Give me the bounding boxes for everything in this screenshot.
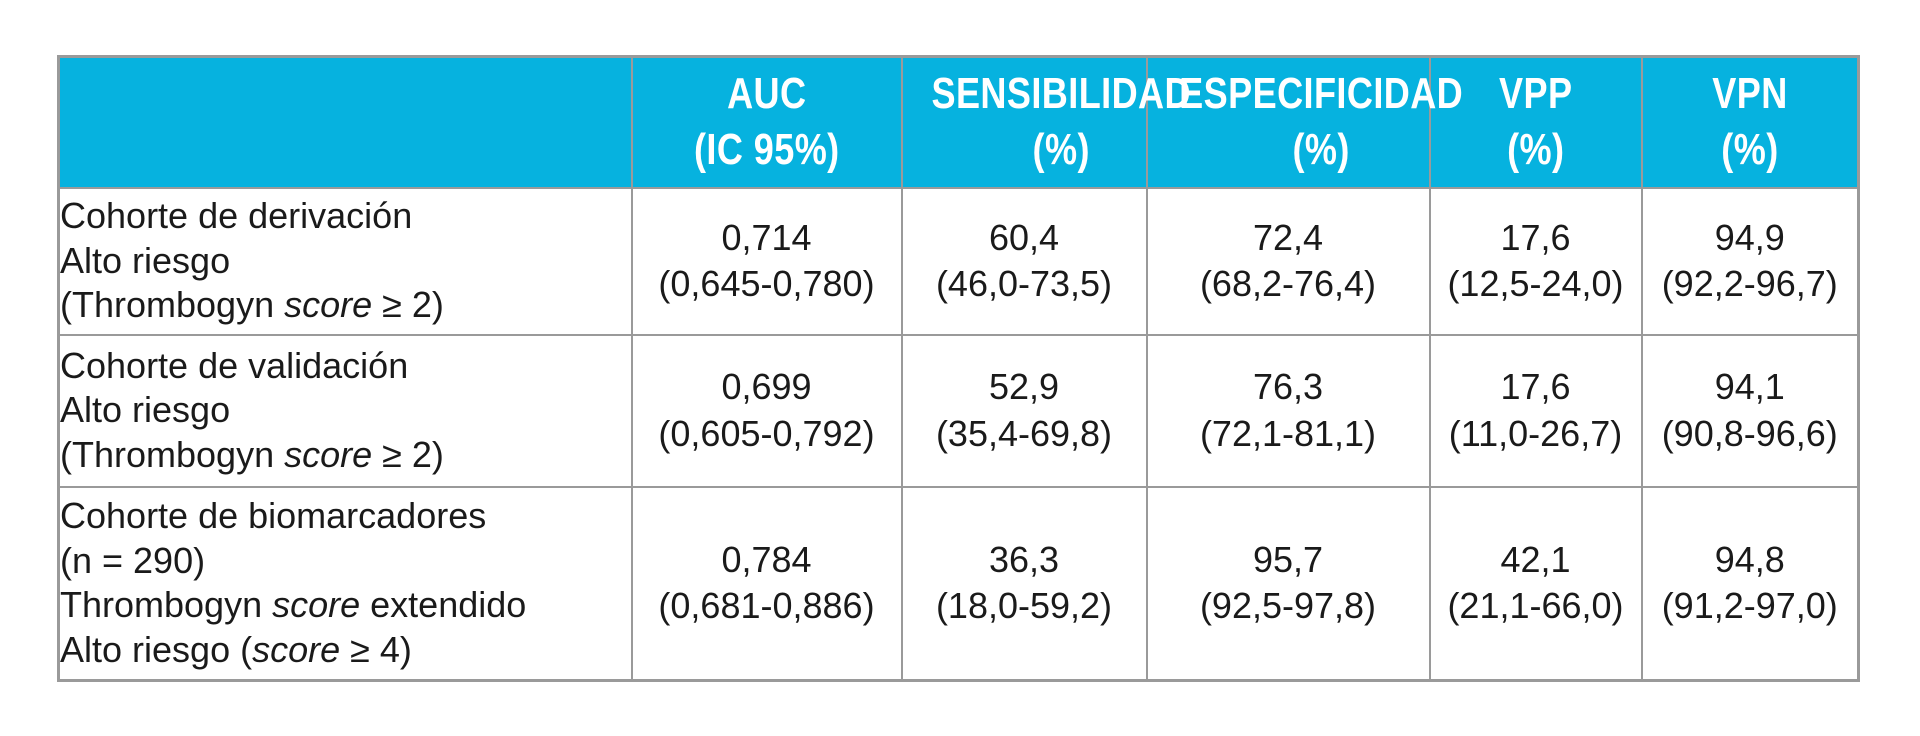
stat-cell: 94,8 (91,2-97,0) xyxy=(1640,485,1860,682)
point-estimate: 60,4 xyxy=(988,216,1060,258)
stat-cell: 0,714 (0,645-0,780) xyxy=(630,186,903,336)
column-header-especificidad-line2: (%) xyxy=(1291,125,1350,175)
row-label-line: (Thrombogyn score ≥ 2) xyxy=(60,284,444,326)
row-label-line: Thrombogyn score extendido xyxy=(60,584,527,626)
confidence-interval: (21,1-66,0) xyxy=(1447,585,1624,627)
header-row: AUC (IC 95%) SENSIBILIDAD (%) ESPECIFICI… xyxy=(57,55,1860,189)
point-estimate: 95,7 xyxy=(1252,539,1324,581)
column-header-vpp-line2: (%) xyxy=(1506,125,1565,175)
stat-cell: 76,3 (72,1-81,1) xyxy=(1145,333,1431,488)
point-estimate: 94,8 xyxy=(1714,539,1785,581)
confidence-interval: (90,8-96,6) xyxy=(1661,412,1838,454)
point-estimate: 94,1 xyxy=(1714,366,1785,408)
row-label: Cohorte de derivación Alto riesgo (Thrombo… xyxy=(57,186,633,336)
confidence-interval: (46,0-73,5) xyxy=(935,263,1113,304)
point-estimate: 0,699 xyxy=(721,366,812,408)
confidence-interval: (0,681-0,886) xyxy=(658,585,875,627)
column-header-vpp-line1: VPP xyxy=(1498,68,1573,118)
point-estimate: 17,6 xyxy=(1500,366,1571,408)
diagnostic-performance-table: AUC (IC 95%) SENSIBILIDAD (%) ESPECIFICI… xyxy=(57,55,1860,682)
row-label-line: (Thrombogyn score ≥ 2) xyxy=(60,433,444,475)
confidence-interval: (0,605-0,792) xyxy=(658,412,875,454)
row-label-line: Cohorte de biomarcadores xyxy=(60,495,487,536)
column-header-especificidad: ESPECIFICIDAD (%) xyxy=(1145,55,1462,189)
column-header-vpn: VPN (%) xyxy=(1640,55,1860,189)
table-row: Cohorte de derivación Alto riesgo (Thrombo… xyxy=(57,186,1860,336)
confidence-interval: (72,1-81,1) xyxy=(1199,412,1377,454)
confidence-interval: (68,2-76,4) xyxy=(1199,263,1377,304)
stat-cell: 72,4 (68,2-76,4) xyxy=(1145,186,1431,336)
results-table-container: AUC (IC 95%) SENSIBILIDAD (%) ESPECIFICI… xyxy=(57,55,1860,682)
column-header-vpn-line1: VPN xyxy=(1712,68,1788,118)
table-body: Cohorte de derivación Alto riesgo (Thrombo… xyxy=(57,186,1860,682)
stat-cell: 94,9 (92,2-96,7) xyxy=(1640,186,1860,336)
confidence-interval: (92,2-96,7) xyxy=(1661,263,1838,304)
stat-cell: 95,7 (92,5-97,8) xyxy=(1145,485,1431,682)
stat-cell: 94,1 (90,8-96,6) xyxy=(1640,333,1860,488)
stat-cell: 60,4 (46,0-73,5) xyxy=(900,186,1148,336)
stat-cell: 0,699 (0,605-0,792) xyxy=(630,333,903,488)
confidence-interval: (18,0-59,2) xyxy=(935,585,1113,627)
table-header: AUC (IC 95%) SENSIBILIDAD (%) ESPECIFICI… xyxy=(57,55,1860,189)
table-row: Cohorte de validación Alto riesgo (Thrombo… xyxy=(57,333,1860,488)
row-label: Cohorte de validación Alto riesgo (Thrombo… xyxy=(57,333,633,488)
confidence-interval: (92,5-97,8) xyxy=(1199,585,1377,627)
row-label-line: Cohorte de validación xyxy=(60,344,409,386)
row-label: Cohorte de biomarcadores (n = 290) Thrombo… xyxy=(57,485,633,682)
confidence-interval: (0,645-0,780) xyxy=(658,263,875,304)
confidence-interval: (35,4-69,8) xyxy=(935,412,1113,454)
point-estimate: 36,3 xyxy=(988,539,1060,581)
stat-cell: 52,9 (35,4-69,8) xyxy=(900,333,1148,488)
point-estimate: 0,784 xyxy=(721,539,812,581)
point-estimate: 42,1 xyxy=(1500,539,1571,581)
row-label-line: Alto riesgo xyxy=(60,239,231,281)
table-row: Cohorte de biomarcadores (n = 290) Thrombo… xyxy=(57,485,1860,682)
column-header-sensibilidad-line2: (%) xyxy=(1032,125,1090,175)
point-estimate: 72,4 xyxy=(1252,216,1324,258)
column-header-sensibilidad-line1: SENSIBILIDAD xyxy=(930,68,1191,118)
column-header-especificidad-line1: ESPECIFICIDAD xyxy=(1178,68,1463,118)
point-estimate: 94,9 xyxy=(1714,216,1785,258)
stat-cell: 0,784 (0,681-0,886) xyxy=(630,485,903,682)
row-label-line: Alto riesgo (score ≥ 4) xyxy=(60,628,412,670)
point-estimate: 76,3 xyxy=(1252,366,1324,408)
column-header-auc-line2: (IC 95%) xyxy=(693,125,840,175)
column-header-auc: AUC (IC 95%) xyxy=(630,55,903,189)
stat-cell: 36,3 (18,0-59,2) xyxy=(900,485,1148,682)
confidence-interval: (11,0-26,7) xyxy=(1448,412,1623,454)
stat-cell: 17,6 (12,5-24,0) xyxy=(1428,186,1643,336)
column-header-vpp: VPP (%) xyxy=(1428,55,1643,189)
row-label-line: (n = 290) xyxy=(60,539,206,581)
point-estimate: 52,9 xyxy=(988,366,1060,408)
stat-cell: 42,1 (21,1-66,0) xyxy=(1428,485,1643,682)
column-header-auc-line1: AUC xyxy=(726,68,807,118)
row-label-line: Cohorte de derivación xyxy=(60,195,413,237)
stat-cell: 17,6 (11,0-26,7) xyxy=(1428,333,1643,488)
row-label-line: Alto riesgo xyxy=(60,389,231,431)
point-estimate: 17,6 xyxy=(1500,216,1571,258)
point-estimate: 0,714 xyxy=(721,216,812,258)
header-cell-row-labels xyxy=(57,55,633,189)
confidence-interval: (91,2-97,0) xyxy=(1661,585,1838,627)
confidence-interval: (12,5-24,0) xyxy=(1447,263,1624,304)
column-header-vpn-line2: (%) xyxy=(1721,125,1779,175)
column-header-sensibilidad: SENSIBILIDAD (%) xyxy=(900,55,1190,189)
